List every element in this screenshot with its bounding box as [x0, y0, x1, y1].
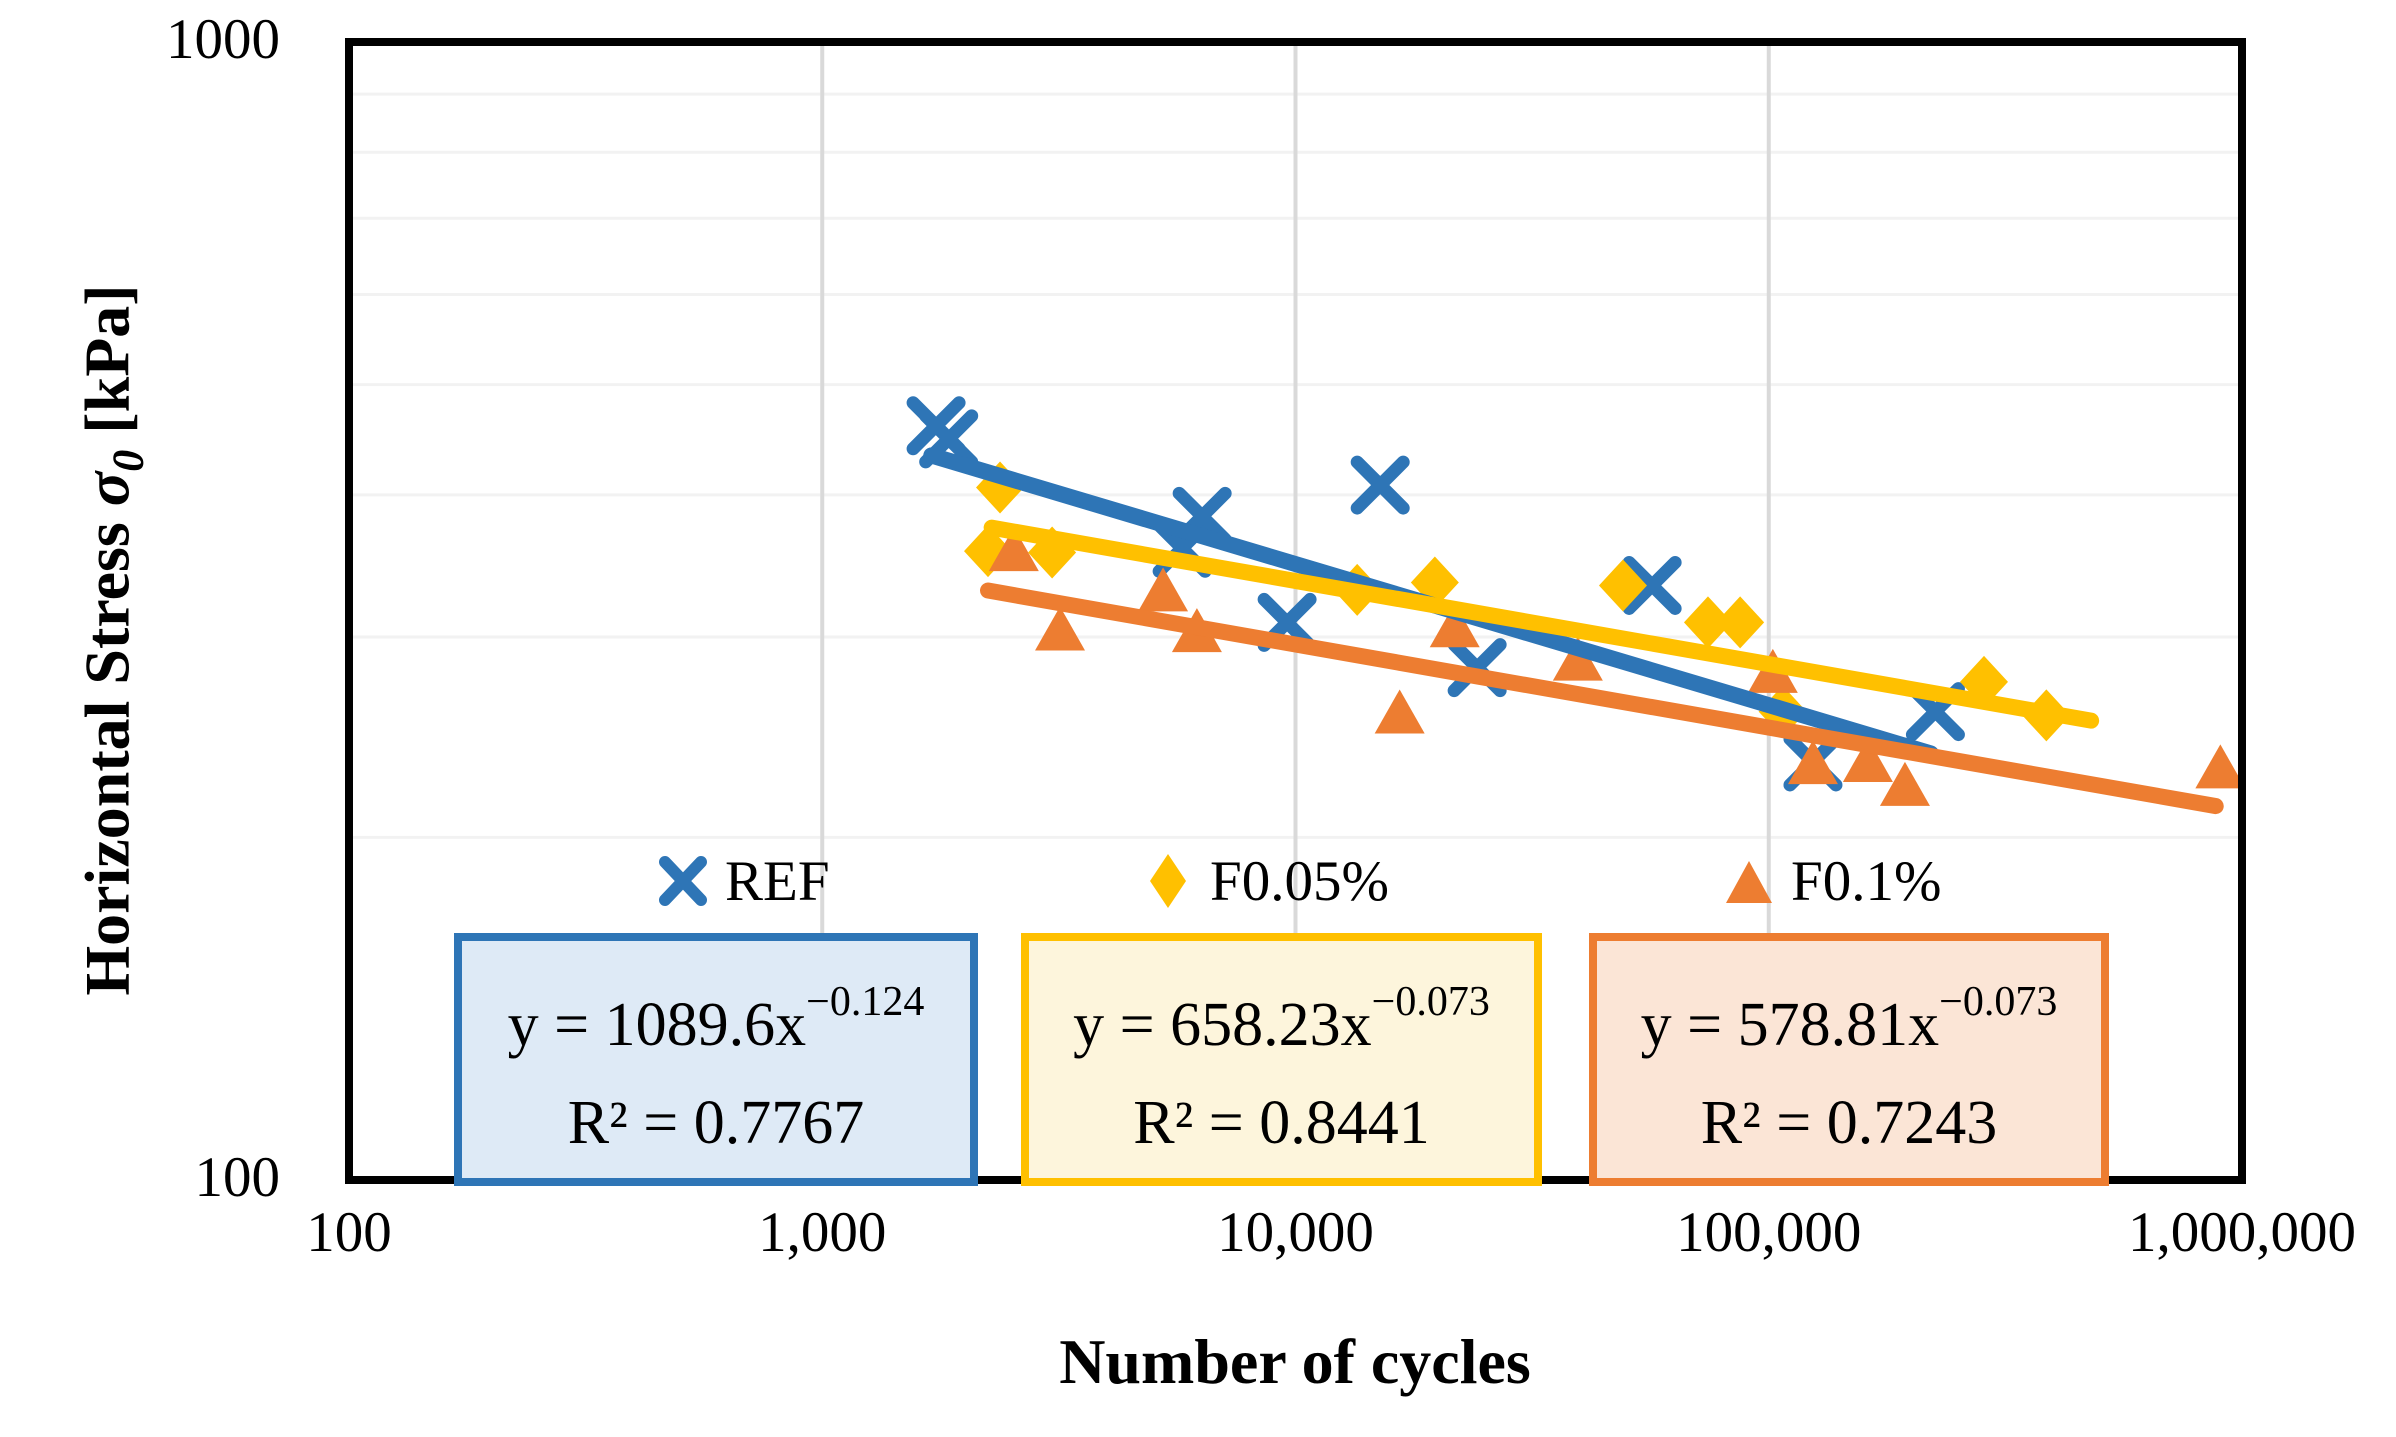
- trendline-equation-box: y = 1089.6x−0.124 R² = 0.7767: [454, 933, 978, 1186]
- x-legend-marker-icon: [659, 856, 707, 906]
- x-tick-label: 100: [306, 1201, 392, 1264]
- x-axis-title: Number of cycles: [1059, 1326, 1531, 1397]
- legend-item: F0.1%: [1721, 846, 1941, 916]
- equation-exponent: −0.073: [1939, 979, 2058, 1025]
- sigma-symbol: σ: [71, 471, 143, 507]
- trendline-equation-box: y = 658.23x−0.073 R² = 0.8441: [1021, 933, 1542, 1186]
- y-axis-title-text: Horizontal Stress: [71, 506, 143, 996]
- diamond-legend-marker-icon: [1150, 854, 1186, 908]
- equation-exponent: −0.124: [806, 979, 925, 1025]
- triangle-marker: [1879, 761, 1930, 806]
- r-squared-value: R² = 0.7243: [1700, 1089, 1998, 1157]
- y-axis-title: Horizontal Stress σ0 [kPa]: [71, 284, 154, 995]
- x-tick-label: 100,000: [1676, 1201, 1862, 1264]
- trendline-equation-box: y = 578.81x−0.073 R² = 0.7243: [1589, 933, 2109, 1186]
- r-squared-value: R² = 0.7767: [567, 1089, 865, 1157]
- x-tick-label: 1,000: [758, 1201, 887, 1264]
- y-tick-label: 100: [194, 1146, 281, 1209]
- triangle-marker: [1552, 636, 1603, 681]
- triangle-marker: [1787, 740, 1838, 785]
- triangle-marker: [1429, 603, 1480, 648]
- triangle-legend-marker-icon: [1726, 861, 1772, 903]
- legend-label: REF: [725, 849, 830, 913]
- y-tick-label: 1000: [166, 8, 280, 71]
- x-marker: [1350, 455, 1410, 515]
- trendline: [983, 519, 2100, 729]
- y-axis-title-unit: [kPa]: [71, 284, 143, 450]
- triangle-marker: [1374, 689, 1425, 734]
- triangle-marker: [2195, 744, 2246, 789]
- diamond-marker: [1683, 596, 1732, 649]
- trendline-equation: y = 1089.6x−0.124: [507, 979, 925, 1059]
- legend-label: F0.05%: [1210, 849, 1389, 913]
- diamond-marker: [1716, 596, 1765, 649]
- equation-exponent: −0.073: [1371, 979, 1490, 1025]
- triangle-marker: [1138, 567, 1189, 612]
- x-tick-label: 1,000,000: [2128, 1201, 2356, 1264]
- triangle-marker: [1035, 606, 1086, 651]
- trendline-equation: y = 658.23x−0.073: [1073, 979, 1490, 1059]
- x-tick-label: 10,000: [1217, 1201, 1374, 1264]
- legend-item: REF: [655, 846, 830, 916]
- triangle-marker: [1842, 737, 1893, 782]
- legend-item: F0.05%: [1140, 846, 1389, 916]
- legend-label: F0.1%: [1791, 849, 1942, 913]
- diamond-marker: [1598, 559, 1647, 612]
- trendline-equation: y = 578.81x−0.073: [1640, 979, 2058, 1059]
- trendline: [980, 582, 2224, 815]
- x-marker: [1622, 555, 1682, 615]
- r-squared-value: R² = 0.8441: [1133, 1089, 1430, 1157]
- sigma-subscript: 0: [103, 449, 153, 472]
- triangle-marker: [988, 527, 1039, 572]
